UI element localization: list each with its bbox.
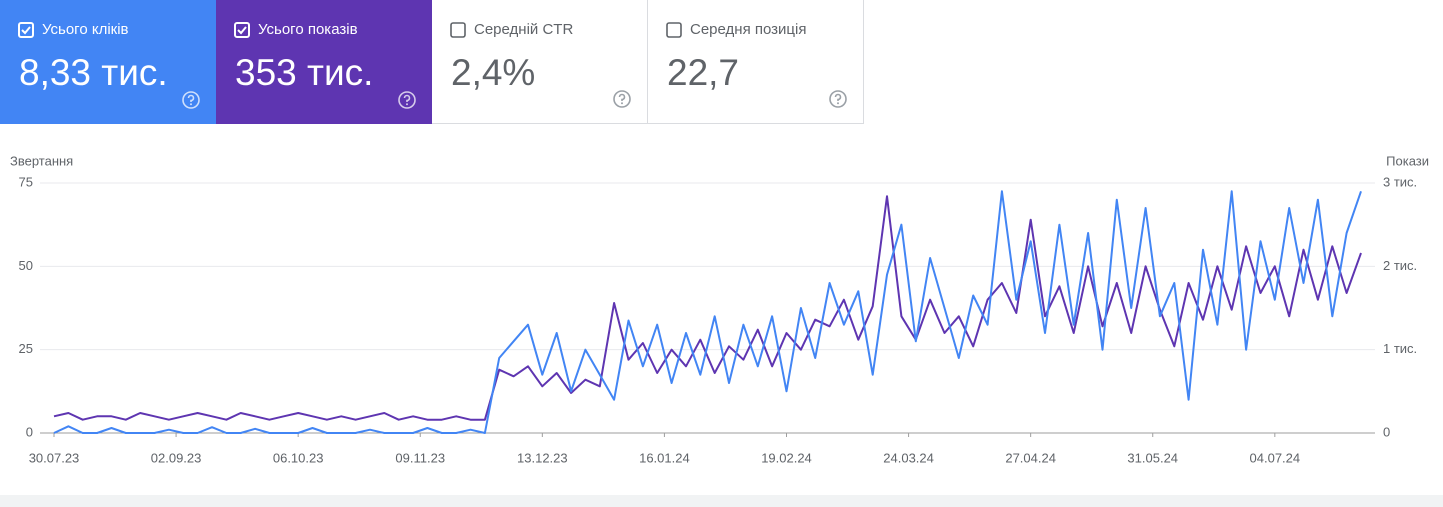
metric-label: Усього кліків [42, 21, 129, 38]
y2-axis-label: Покази [1386, 153, 1429, 168]
metric-card[interactable]: Усього кліків 8,33 тис. [0, 0, 216, 124]
x-tick-label: 16.01.24 [639, 450, 690, 465]
x-tick-label: 24.03.24 [883, 450, 934, 465]
checkbox[interactable] [234, 22, 250, 38]
metric-card[interactable]: Середня позиція 22,7 [648, 0, 864, 124]
checkbox[interactable] [666, 22, 682, 38]
checkbox[interactable] [18, 22, 34, 38]
metric-card[interactable]: Середній CTR 2,4% [432, 0, 648, 124]
metric-card[interactable]: Усього показів 353 тис. [216, 0, 432, 124]
x-tick-label: 31.05.24 [1127, 450, 1178, 465]
y2-tick-label: 3 тис. [1383, 174, 1417, 189]
metric-value: 353 тис. [235, 52, 374, 93]
y2-tick-label: 2 тис. [1383, 258, 1417, 273]
x-tick-label: 02.09.23 [151, 450, 202, 465]
metric-label: Середній CTR [474, 21, 574, 38]
help-icon[interactable] [397, 90, 417, 110]
help-icon[interactable] [181, 90, 201, 110]
x-tick-label: 09.11.23 [395, 450, 445, 465]
checkbox[interactable] [450, 22, 466, 38]
footer-strip [0, 495, 1443, 507]
series-line [53, 190, 1362, 434]
y-tick-label: 25 [19, 341, 33, 356]
series-line [53, 195, 1362, 421]
x-tick-label: 06.10.23 [273, 450, 324, 465]
metric-value: 22,7 [667, 52, 740, 93]
y-axis-label: Звертання [10, 153, 73, 168]
metric-label: Усього показів [258, 21, 358, 38]
metric-cards: Усього кліків 8,33 тис. Усього показів 353 … [0, 0, 864, 124]
help-icon[interactable] [612, 89, 632, 109]
y2-tick-label: 0 [1383, 424, 1390, 439]
y-tick-label: 50 [19, 258, 33, 273]
y-tick-label: 75 [19, 174, 33, 189]
y-tick-label: 0 [26, 424, 33, 439]
x-tick-label: 04.07.24 [1250, 450, 1301, 465]
x-tick-label: 27.04.24 [1005, 450, 1056, 465]
metric-value: 8,33 тис. [19, 52, 168, 93]
metric-label: Середня позиція [690, 21, 807, 38]
help-icon[interactable] [828, 89, 848, 109]
x-tick-label: 19.02.24 [761, 450, 812, 465]
metric-value: 2,4% [451, 52, 536, 93]
x-tick-label: 30.07.23 [29, 450, 80, 465]
y2-tick-label: 1 тис. [1383, 341, 1417, 356]
chart: Звертання Покази 0 25 50 75 0 1 тис. 2 тис. 3 т… [10, 153, 1429, 465]
x-tick-label: 13.12.23 [517, 450, 568, 465]
